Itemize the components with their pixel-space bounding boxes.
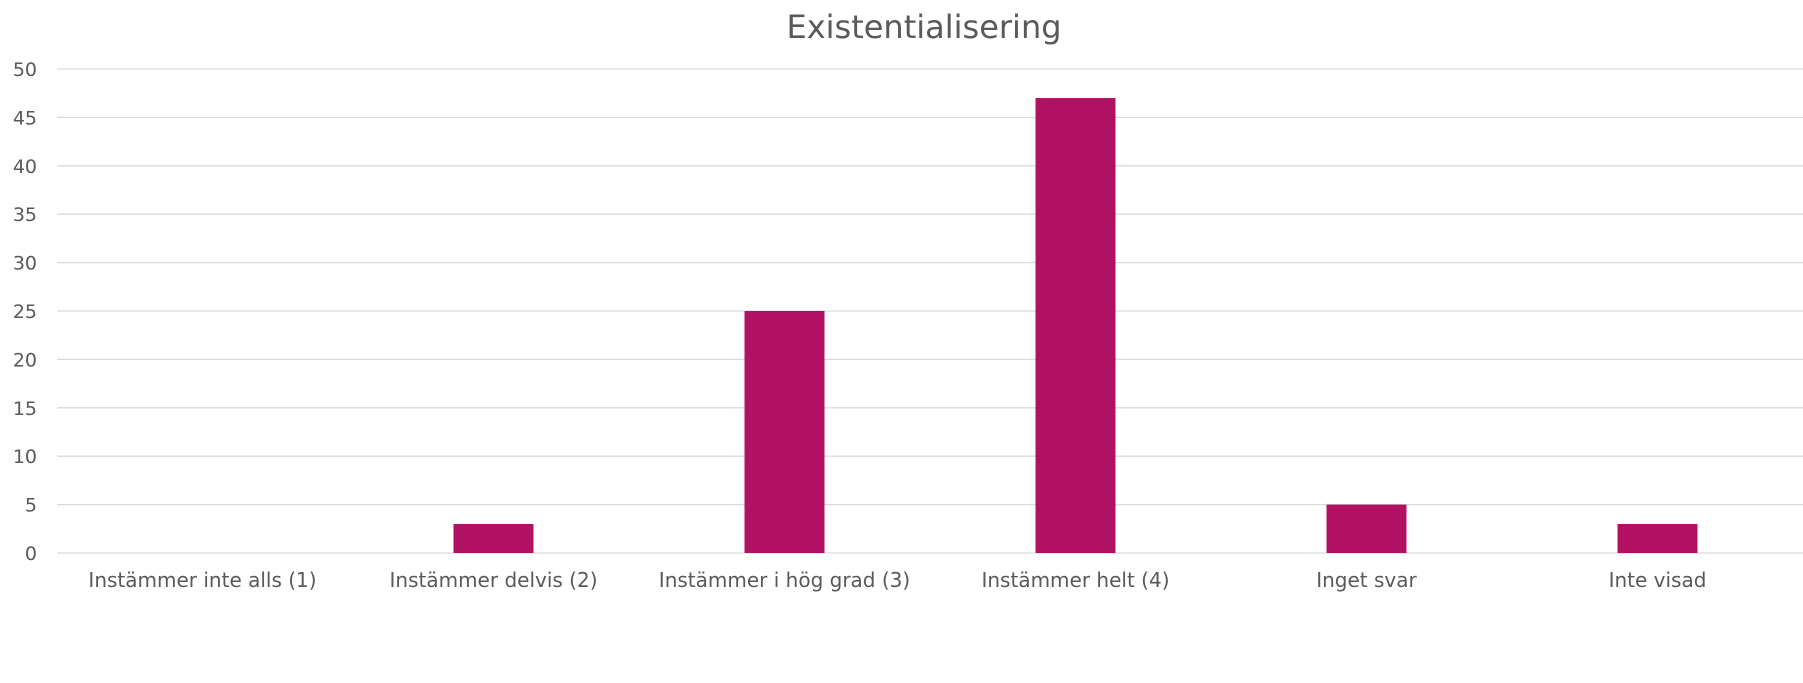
x-category-label: Instämmer helt (4) [981,568,1169,592]
y-axis-ticks: 0 5 10 15 20 25 30 35 40 45 50 [13,59,37,565]
bar [1617,523,1698,553]
x-axis-categories: Instämmer inte alls (1) Instämmer delvis … [88,568,1706,592]
chart-title: Existentialisering [786,8,1061,46]
y-tick-label: 0 [25,543,37,565]
y-tick-label: 15 [13,398,37,420]
y-tick-label: 20 [13,349,37,371]
x-category-label: Instämmer i hög grad (3) [659,568,910,592]
y-tick-label: 45 [13,107,37,129]
y-tick-label: 25 [13,301,37,323]
x-category-label: Instämmer delvis (2) [390,568,598,592]
x-category-label: Inte visad [1609,568,1707,592]
y-tick-label: 35 [13,204,37,226]
bars [453,98,1698,553]
x-category-label: Instämmer inte alls (1) [88,568,316,592]
y-tick-label: 5 [25,495,37,517]
y-tick-label: 30 [13,253,37,275]
bar [453,523,534,553]
x-category-label: Inget svar [1316,568,1417,592]
y-tick-label: 10 [13,446,37,468]
y-tick-label: 40 [13,156,37,178]
y-tick-label: 50 [13,59,37,81]
gridlines [57,68,1803,554]
bar [1035,98,1116,553]
bar [1326,504,1407,553]
bar [744,311,825,553]
